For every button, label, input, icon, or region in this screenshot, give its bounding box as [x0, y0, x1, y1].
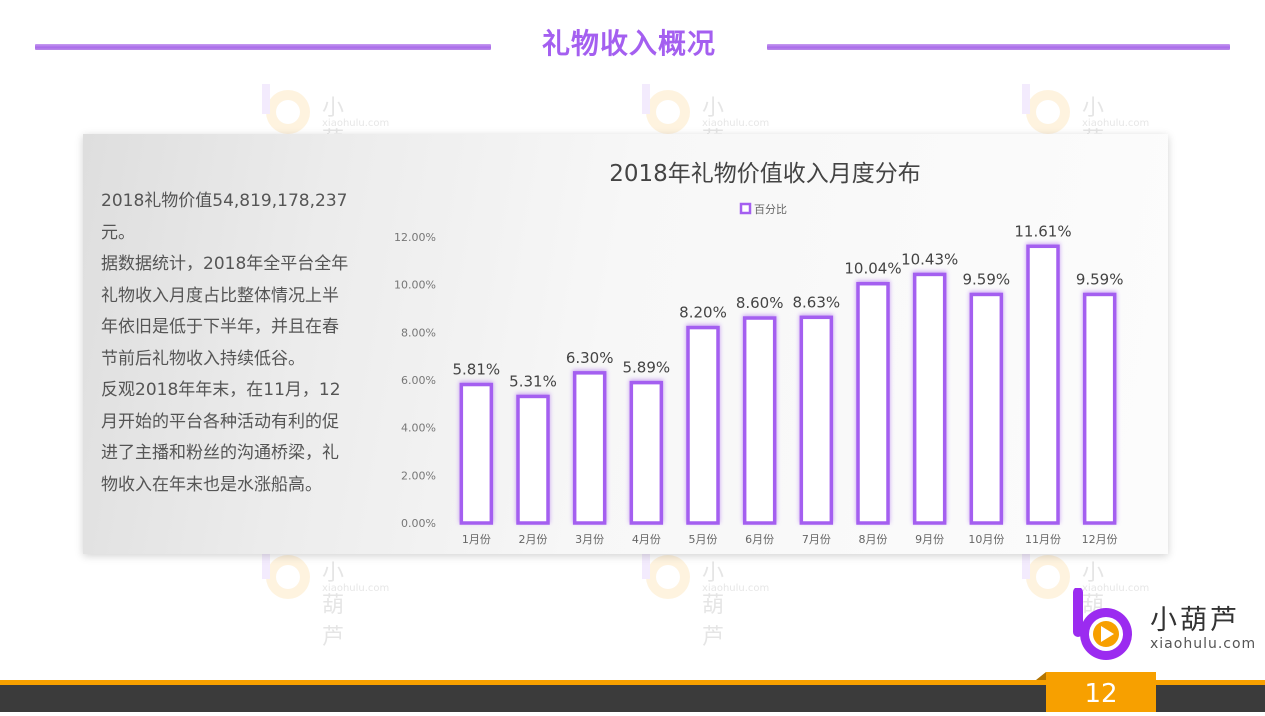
description-text: 2018礼物价值54,819,178,237 元。 据数据统计，2018年全平台…: [101, 191, 349, 495]
watermark-url: xiaohulu.com: [1082, 118, 1150, 129]
brand-logo: 小葫芦 xiaohulu.com: [1068, 587, 1258, 668]
page-title: 礼物收入概况: [541, 27, 716, 60]
bar-data-label: 5.31%: [509, 372, 557, 390]
x-tick-label: 11月份: [1025, 533, 1061, 546]
bar-data-label: 10.43%: [901, 250, 958, 268]
watermark-text: 小葫芦: [322, 561, 348, 650]
bar-data-label: 9.59%: [963, 270, 1011, 288]
y-tick-label: 2.00%: [401, 469, 436, 482]
bar: [629, 380, 664, 525]
bar: [516, 394, 550, 525]
legend-swatch: [739, 202, 752, 215]
bar-data-label: 8.20%: [679, 304, 727, 322]
x-tick-label: 10月份: [968, 533, 1004, 546]
bar: [572, 371, 607, 525]
legend-label: 百分比: [754, 203, 787, 216]
brand-url: xiaohulu.com: [1150, 636, 1257, 652]
y-tick-label: 0.00%: [401, 517, 436, 530]
x-tick-label: 4月份: [632, 533, 661, 546]
y-tick-label: 10.00%: [394, 279, 436, 292]
y-tick-label: 4.00%: [401, 422, 436, 435]
bar-data-label: 5.81%: [453, 361, 501, 379]
page-number-fold: [1036, 672, 1046, 680]
watermark-url: xiaohulu.com: [702, 583, 770, 594]
brand-name: 小葫芦: [1150, 605, 1240, 636]
x-tick-label: 9月份: [915, 533, 944, 546]
content-card: 2018礼物价值54,819,178,237 元。 据数据统计，2018年全平台…: [83, 134, 1168, 554]
y-tick-label: 12.00%: [394, 231, 436, 244]
title-divider-left: [35, 44, 491, 50]
x-tick-label: 1月份: [462, 533, 491, 546]
x-tick-label: 12月份: [1082, 533, 1118, 546]
bar: [1082, 292, 1117, 525]
x-tick-label: 3月份: [575, 533, 604, 546]
bar-data-label: 5.89%: [623, 359, 671, 377]
watermark-url: xiaohulu.com: [322, 583, 390, 594]
x-tick-label: 8月份: [859, 533, 888, 546]
bar-data-label: 11.61%: [1014, 222, 1071, 240]
bar-data-label: 8.63%: [793, 293, 841, 311]
bar: [799, 315, 834, 525]
x-tick-label: 7月份: [802, 533, 831, 546]
page-number: 12: [1046, 672, 1156, 712]
bar: [1026, 244, 1060, 525]
watermark-url: xiaohulu.com: [322, 118, 390, 129]
bar-data-label: 10.04%: [844, 260, 901, 278]
title-divider-right: [767, 44, 1230, 50]
y-tick-label: 8.00%: [401, 326, 436, 339]
x-tick-label: 5月份: [689, 533, 718, 546]
bar: [856, 281, 890, 525]
bar-data-label: 8.60%: [736, 294, 784, 312]
watermark-text: 小葫芦: [702, 561, 728, 650]
chart-title: 2018年礼物价值收入月度分布: [609, 161, 921, 187]
bar: [459, 382, 494, 525]
bar-data-label: 9.59%: [1076, 270, 1124, 288]
bar: [742, 316, 777, 525]
bar: [686, 325, 720, 525]
bar: [912, 272, 947, 525]
x-tick-label: 6月份: [745, 533, 774, 546]
bar: [969, 292, 1004, 525]
watermark-url: xiaohulu.com: [702, 118, 770, 129]
x-tick-label: 2月份: [519, 533, 548, 546]
xiaohulu-logo-icon: [1073, 587, 1132, 660]
y-tick-label: 6.00%: [401, 374, 436, 387]
bar-data-label: 6.30%: [566, 349, 614, 367]
